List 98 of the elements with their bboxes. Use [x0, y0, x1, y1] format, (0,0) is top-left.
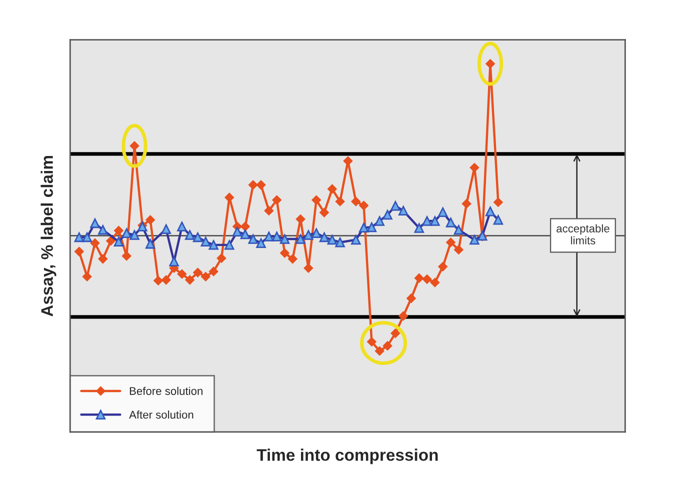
point — [145, 238, 156, 249]
point — [240, 222, 250, 232]
point — [264, 206, 274, 216]
point — [398, 311, 408, 321]
point — [304, 230, 314, 240]
point — [224, 192, 234, 202]
point — [359, 200, 368, 210]
point — [374, 216, 384, 226]
point — [422, 216, 432, 226]
point — [430, 216, 440, 226]
point — [335, 196, 345, 206]
point — [304, 264, 314, 273]
point — [256, 180, 266, 190]
point — [296, 234, 306, 244]
y-axis-title: Assay, % label claim — [40, 156, 56, 316]
point — [161, 224, 171, 234]
point — [185, 275, 194, 285]
point — [470, 234, 480, 245]
point — [390, 328, 400, 338]
point — [422, 274, 432, 284]
point — [193, 268, 202, 278]
point — [98, 254, 108, 264]
point — [406, 294, 416, 303]
point — [358, 222, 369, 232]
point — [130, 230, 140, 240]
point — [98, 224, 108, 235]
point — [390, 201, 400, 211]
point — [382, 210, 392, 220]
point — [122, 228, 132, 238]
point — [296, 214, 306, 224]
point — [146, 215, 155, 225]
point — [280, 234, 290, 244]
point — [122, 251, 132, 261]
point — [106, 236, 116, 246]
point — [367, 337, 376, 346]
point — [192, 232, 203, 242]
point — [454, 224, 464, 235]
point — [208, 240, 218, 250]
point — [154, 276, 163, 286]
point — [414, 223, 424, 233]
point — [312, 195, 321, 205]
point — [74, 232, 84, 242]
point — [438, 262, 448, 272]
point — [272, 232, 282, 242]
point — [320, 208, 329, 218]
point — [327, 234, 338, 245]
point — [462, 199, 472, 208]
point — [430, 278, 440, 288]
point — [114, 226, 124, 236]
point — [201, 272, 210, 282]
point — [200, 236, 211, 246]
point — [82, 232, 92, 242]
point — [248, 180, 258, 190]
point — [398, 206, 408, 216]
point — [494, 198, 503, 207]
point — [414, 273, 424, 283]
point — [311, 228, 322, 238]
point — [169, 256, 179, 266]
point — [328, 184, 337, 194]
point — [470, 162, 480, 172]
point — [82, 272, 92, 282]
point — [366, 222, 377, 232]
point — [216, 254, 226, 263]
point — [351, 196, 360, 206]
point — [232, 226, 242, 237]
point — [454, 245, 464, 254]
point — [208, 266, 218, 276]
point — [446, 218, 456, 228]
legend-label: Before solution — [130, 386, 202, 395]
point — [319, 232, 330, 242]
point — [438, 207, 448, 218]
text: acceptable limits — [556, 224, 610, 244]
point — [90, 218, 100, 228]
legend-label: After solution — [129, 410, 194, 419]
point — [177, 269, 187, 279]
point — [224, 240, 234, 250]
point — [264, 232, 274, 242]
point — [256, 238, 266, 248]
point — [162, 275, 171, 285]
point — [114, 236, 124, 246]
point — [343, 156, 353, 166]
point — [351, 234, 361, 245]
point — [184, 230, 195, 240]
point — [485, 206, 496, 216]
point — [272, 195, 282, 205]
point — [248, 234, 258, 244]
point — [493, 215, 504, 225]
point — [280, 248, 290, 258]
point — [74, 246, 84, 256]
point — [90, 238, 100, 248]
point — [382, 341, 392, 350]
point — [288, 254, 298, 264]
point — [446, 238, 456, 247]
point — [335, 237, 345, 248]
x-axis-title: Time into compression — [256, 448, 438, 464]
point — [177, 222, 187, 232]
point — [240, 229, 250, 240]
point — [374, 346, 384, 356]
